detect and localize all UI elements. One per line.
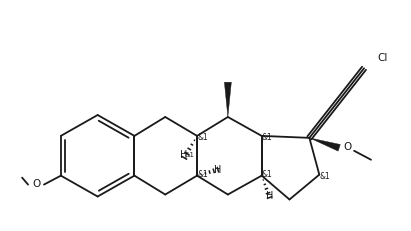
Text: &1: &1 <box>197 133 208 142</box>
Text: Cl: Cl <box>377 53 387 63</box>
Text: &1: &1 <box>184 152 194 158</box>
Text: H: H <box>214 165 222 175</box>
Text: H: H <box>180 150 188 160</box>
Text: O: O <box>343 142 351 152</box>
Text: &1: &1 <box>262 133 272 142</box>
Text: &1: &1 <box>197 170 208 179</box>
Text: &1: &1 <box>319 172 330 181</box>
Text: O: O <box>32 179 40 188</box>
Text: &1: &1 <box>262 170 272 179</box>
Text: H: H <box>266 191 273 201</box>
Polygon shape <box>224 82 231 117</box>
Polygon shape <box>309 138 340 151</box>
